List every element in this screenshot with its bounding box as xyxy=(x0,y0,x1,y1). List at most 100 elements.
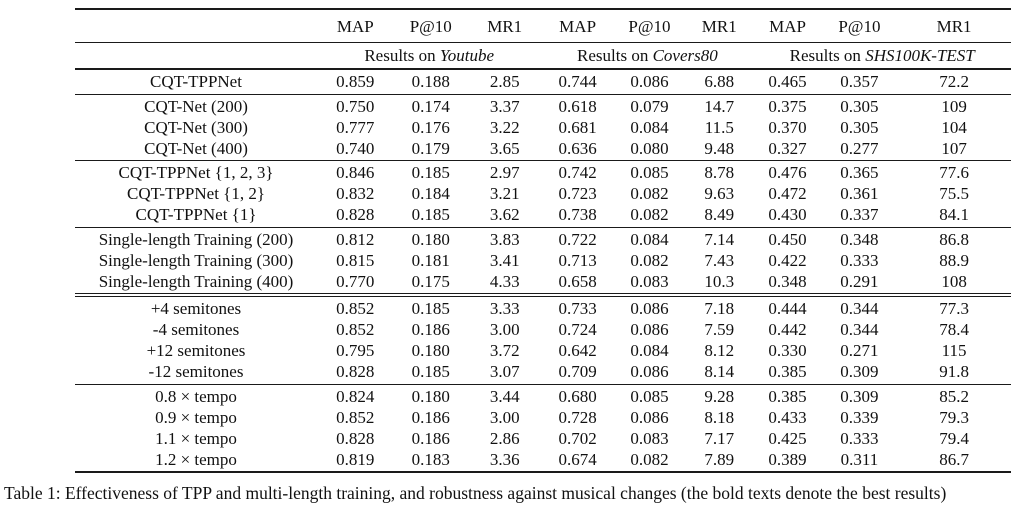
value-cell: 0.680 xyxy=(558,386,597,406)
value-cell: 0.180 xyxy=(411,341,450,360)
row-label: -4 semitones xyxy=(152,320,240,339)
value-cell: 0.819 xyxy=(336,449,375,469)
dataset-name: Youtube xyxy=(439,46,495,65)
table-row: 1.2 × tempo 0.819 0.183 3.36 0.674 0.082 7.89 0… xyxy=(75,449,1011,473)
value-cell: 0.742 xyxy=(558,163,597,182)
value-cell: 7.89 xyxy=(704,449,735,469)
value-cell: 0.846 xyxy=(336,163,375,182)
row-label: Single-length Training (200) xyxy=(98,229,294,249)
value-cell: 0.086 xyxy=(630,299,669,318)
value-cell: 0.291 xyxy=(840,271,879,291)
value-cell: 0.185 xyxy=(411,163,450,182)
metric-header: P@10 xyxy=(628,17,671,36)
table-row: CQT-TPPNet {1, 2, 3} 0.846 0.185 2.97 0.742 0… xyxy=(75,161,1011,184)
group-header: Results on Youtube xyxy=(317,43,541,70)
value-cell: 0.852 xyxy=(336,320,375,339)
table-row: CQT-Net (300) 0.777 0.176 3.22 0.681 0.084 11.… xyxy=(75,117,1011,138)
value-cell: 0.344 xyxy=(840,320,879,339)
value-cell: 0.472 xyxy=(768,184,807,203)
value-cell: 109 xyxy=(941,96,967,116)
row-label: CQT-TPPNet xyxy=(150,72,242,91)
table-section: Single-length Training (200) 0.812 0.180 3.… xyxy=(75,227,1011,295)
value-cell: 0.370 xyxy=(768,117,807,137)
value-cell: 0.795 xyxy=(336,341,375,360)
value-cell: 0.642 xyxy=(558,341,597,360)
value-cell: 0.082 xyxy=(630,205,669,224)
value-cell: 0.327 xyxy=(768,138,807,158)
value-cell: 3.07 xyxy=(489,362,520,381)
value-cell: 0.658 xyxy=(558,271,597,291)
value-cell: 0.309 xyxy=(840,386,879,406)
table-section: CQT-TPPNet 0.859 0.188 2.85 0.744 0.086 6.88 0.… xyxy=(75,69,1011,94)
value-cell: 0.175 xyxy=(411,271,450,291)
value-cell: 10.3 xyxy=(704,271,735,291)
value-cell: 0.728 xyxy=(558,407,597,427)
value-cell: 0.333 xyxy=(840,428,879,448)
value-cell: 0.185 xyxy=(411,362,450,381)
value-cell: 7.59 xyxy=(704,320,735,339)
row-label: CQT-Net (300) xyxy=(144,117,248,137)
value-cell: 0.277 xyxy=(840,138,879,158)
value-cell: 0.722 xyxy=(558,229,597,249)
table-section: CQT-TPPNet {1, 2, 3} 0.846 0.185 2.97 0.742 0… xyxy=(75,161,1011,227)
group-header: Results on Covers80 xyxy=(541,43,753,70)
table-row: 0.9 × tempo 0.852 0.186 3.00 0.728 0.086 8.18 0… xyxy=(75,407,1011,428)
value-cell: 0.305 xyxy=(840,117,879,137)
metric-header: P@10 xyxy=(409,17,452,36)
value-cell: 84.1 xyxy=(939,205,969,224)
value-cell: 9.63 xyxy=(704,184,735,203)
value-cell: 0.311 xyxy=(840,449,879,469)
value-cell: 0.185 xyxy=(411,205,450,224)
value-cell: 79.3 xyxy=(939,407,969,427)
value-cell: 0.085 xyxy=(630,386,669,406)
value-cell: 7.17 xyxy=(704,428,735,448)
value-cell: 0.271 xyxy=(840,341,879,360)
value-cell: 0.713 xyxy=(558,250,597,270)
value-cell: 3.37 xyxy=(489,96,520,116)
value-cell: 3.00 xyxy=(489,407,520,427)
value-cell: 3.44 xyxy=(489,386,520,406)
table-section: 0.8 × tempo 0.824 0.180 3.44 0.680 0.085 9.28 0… xyxy=(75,384,1011,472)
table-section: +4 semitones 0.852 0.185 3.33 0.733 0.086 7.18… xyxy=(75,295,1011,384)
value-cell: 115 xyxy=(941,341,967,360)
group-header-prefix: Results on xyxy=(577,46,653,65)
value-cell: 9.48 xyxy=(704,138,735,158)
value-cell: 8.12 xyxy=(704,341,735,360)
table-row: 0.8 × tempo 0.824 0.180 3.44 0.680 0.085 9.28 0… xyxy=(75,384,1011,407)
table-row: +12 semitones 0.795 0.180 3.72 0.642 0.084 8.1… xyxy=(75,340,1011,361)
table-row: Single-length Training (300) 0.815 0.181 3.… xyxy=(75,250,1011,271)
value-cell: 0.082 xyxy=(630,250,669,270)
value-cell: 8.49 xyxy=(704,205,735,224)
value-cell: 0.733 xyxy=(558,299,597,318)
metric-header: MR1 xyxy=(487,17,523,36)
value-cell: 3.65 xyxy=(489,138,520,158)
row-label: +12 semitones xyxy=(146,341,246,360)
table-row: -12 semitones 0.828 0.185 3.07 0.709 0.086 8.1… xyxy=(75,361,1011,384)
row-label: +4 semitones xyxy=(150,299,242,318)
table-row: Single-length Training (200) 0.812 0.180 3.… xyxy=(75,227,1011,250)
value-cell: 0.186 xyxy=(411,320,450,339)
value-cell: 85.2 xyxy=(939,386,969,406)
value-cell: 3.00 xyxy=(489,320,520,339)
value-cell: 0.080 xyxy=(630,138,669,158)
value-cell: 0.618 xyxy=(558,96,597,116)
value-cell: 0.681 xyxy=(558,117,597,137)
value-cell: 0.375 xyxy=(768,96,807,116)
table-row: 1.1 × tempo 0.828 0.186 2.86 0.702 0.083 7.17 0… xyxy=(75,428,1011,449)
value-cell: 4.33 xyxy=(489,271,520,291)
value-cell: 0.444 xyxy=(768,299,807,318)
value-cell: 0.744 xyxy=(558,72,597,91)
value-cell: 107 xyxy=(941,138,967,158)
value-cell: 0.852 xyxy=(336,299,375,318)
value-cell: 9.28 xyxy=(704,386,735,406)
value-cell: 0.079 xyxy=(630,96,669,116)
value-cell: 91.8 xyxy=(939,362,969,381)
value-cell: 0.083 xyxy=(630,428,669,448)
group-header-prefix: Results on xyxy=(364,46,440,65)
metric-header-row: MAP P@10 MR1 MAP P@10 MR1 MAP P@10 MR1 xyxy=(75,9,1011,43)
value-cell: 0.180 xyxy=(411,386,450,406)
table-row: +4 semitones 0.852 0.185 3.33 0.733 0.086 7.18… xyxy=(75,295,1011,319)
table-row: CQT-TPPNet {1} 0.828 0.185 3.62 0.738 0.082 8.… xyxy=(75,204,1011,227)
value-cell: 3.83 xyxy=(489,229,520,249)
row-label: 1.1 × tempo xyxy=(155,428,237,448)
